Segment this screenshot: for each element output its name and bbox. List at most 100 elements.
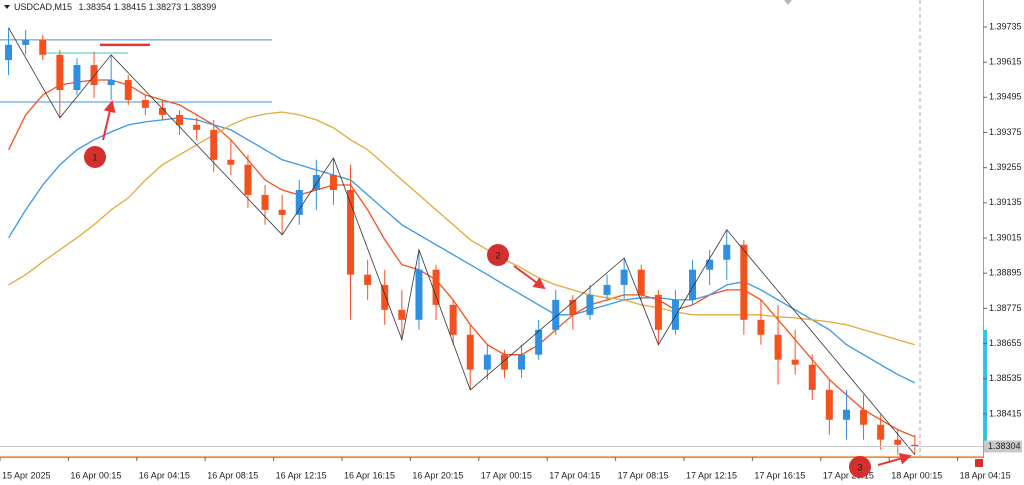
x-tick-label: 16 Apr 16:15 [344,470,395,480]
close-price: 1.38399 [184,2,217,12]
last-price-label: 1.38304 [988,441,1021,451]
x-tick-label: 18 Apr 00:15 [891,470,942,480]
x-tick-label: 16 Apr 20:15 [412,470,463,480]
candle-body [791,359,799,365]
candle-body [432,269,440,305]
y-tick-label: 1.39135 [989,197,1022,207]
annotation-number: 1 [92,152,97,162]
candle-body [141,99,149,108]
candle-body [261,194,269,210]
candle-body [56,54,64,90]
moving-average [8,79,916,438]
candle-body [877,424,885,440]
candle-body [500,354,508,370]
plot [0,27,983,457]
candle-body [415,269,423,320]
candle-body [90,65,98,86]
moving-average [8,117,916,384]
candle-body [312,175,320,190]
x-tick-label: 16 Apr 04:15 [139,470,190,480]
annotation-badge [487,244,509,266]
candle-body [176,114,184,125]
candle-body [5,44,13,61]
candle-body [723,244,731,260]
chart-shift-icon[interactable] [975,459,983,467]
candle-body [22,39,30,45]
candle-body [398,309,406,320]
annotation-number: 2 [495,250,500,260]
annotation-arrow [877,452,912,466]
candle-body [911,444,919,447]
candle-body [364,274,372,285]
candle-body [466,334,474,370]
y-tick-label: 1.38895 [989,268,1022,278]
candle-body [73,65,81,90]
scroll-marker [784,0,792,5]
candle-body [381,284,389,310]
candle-body [740,244,748,320]
candle-body [329,175,337,190]
candle-body [654,294,662,330]
menu-triangle[interactable] [4,5,10,9]
candle-body [637,269,645,295]
x-tick-label: 16 Apr 08:15 [207,470,258,480]
candle-body [347,189,355,275]
high-price: 1.38415 [114,2,147,12]
open-price: 1.38354 [79,2,112,12]
candle-body [603,284,611,295]
candle-body [825,389,833,420]
candle-body [569,299,577,315]
chart-header: USDCAD,M15 1.38354 1.38415 1.38273 1.383… [14,2,216,12]
x-tick-label: 17 Apr 04:15 [549,470,600,480]
candle-body [158,107,166,115]
candle-body [774,334,782,360]
annotation-arrow [513,265,546,290]
candle-body [860,409,868,425]
candle-body [244,164,252,195]
moving-average [8,111,916,346]
indicator-bar [984,330,987,447]
x-tick-label: 17 Apr 12:15 [686,470,737,480]
y-tick-label: 1.39015 [989,232,1022,242]
candle-body [808,364,816,390]
x-tick-label: 17 Apr 16:15 [754,470,805,480]
x-tick-label: 18 Apr 04:15 [960,470,1011,480]
y-tick-label: 1.38535 [989,373,1022,383]
candle-body [193,124,201,130]
x-tick-label: 16 Apr 00:15 [70,470,121,480]
symbol: USDCAD,M15 [14,2,72,12]
y-tick-label: 1.38415 [989,408,1022,418]
candle-body [535,329,543,355]
x-tick-label: 15 Apr 2025 [2,470,51,480]
candle-body [39,39,47,55]
candle-body [210,129,218,160]
annotation-arrow [102,100,116,141]
x-tick-label: 17 Apr 20:15 [823,470,874,480]
low-price: 1.38273 [149,2,182,12]
x-tick-label: 16 Apr 12:15 [276,470,327,480]
y-tick-label: 1.39255 [989,162,1022,172]
zigzag [8,27,916,455]
candle-body [227,159,235,165]
candle-body [278,209,286,215]
candle-body [107,80,115,86]
candle-body [671,299,679,330]
annotation-badge [849,456,871,478]
candle-body [552,299,560,330]
last-price-box [984,440,1022,453]
candle-body [620,269,628,285]
candle-body [894,439,902,445]
candle-body [124,80,132,100]
candle-body [842,409,850,420]
candle-body [295,189,303,215]
y-tick-label: 1.39615 [989,57,1022,67]
candle-body [689,269,697,300]
candle-body [586,294,594,315]
y-tick-label: 1.38655 [989,338,1022,348]
x-tick-label: 17 Apr 08:15 [618,470,669,480]
candle-body [706,259,714,270]
candle-body [483,354,491,370]
candle-body [518,354,526,370]
y-tick-label: 1.38775 [989,303,1022,313]
